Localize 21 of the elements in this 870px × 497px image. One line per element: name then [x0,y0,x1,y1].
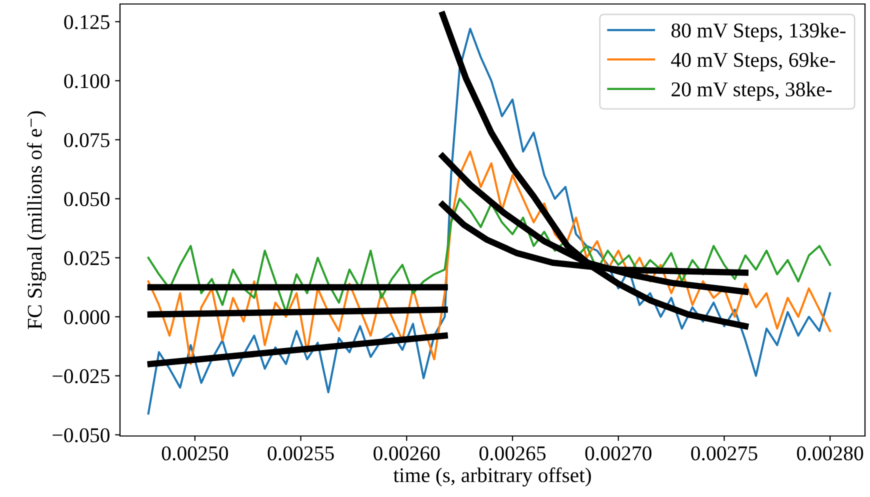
y-tick-label: 0.050 [64,192,110,206]
y-tick-label: −0.025 [52,369,110,384]
y-tick-label: −0.050 [52,428,110,442]
legend-label: 80 mV Steps, 139ke- [671,22,846,42]
y-tick-label: 0.025 [64,251,110,266]
legend-label: 20 mV steps, 38ke- [672,82,832,101]
y-tick-label: 0.100 [64,74,110,88]
y-tick-label: 0.075 [64,133,110,148]
x-axis-title: time (s, arbitrary offset) [393,467,591,487]
line-series [147,150,832,366]
x-tick-label: 0.00260 [374,446,440,460]
x-tick-label: 0.00275 [691,446,758,460]
x-tick-label: 0.00280 [797,446,864,460]
y-tick-label: 0.125 [64,15,110,30]
y-tick-label: 0.000 [64,310,110,324]
x-tick-label: 0.00255 [268,446,334,460]
x-tick-label: 0.00265 [479,446,546,460]
y-axis-title: FC Signal (millions of e⁻) [26,111,46,330]
x-tick-label: 0.00250 [162,446,228,460]
x-tick-label: 0.00270 [585,446,652,460]
legend-label: 40 mV Steps, 69ke- [671,52,836,72]
